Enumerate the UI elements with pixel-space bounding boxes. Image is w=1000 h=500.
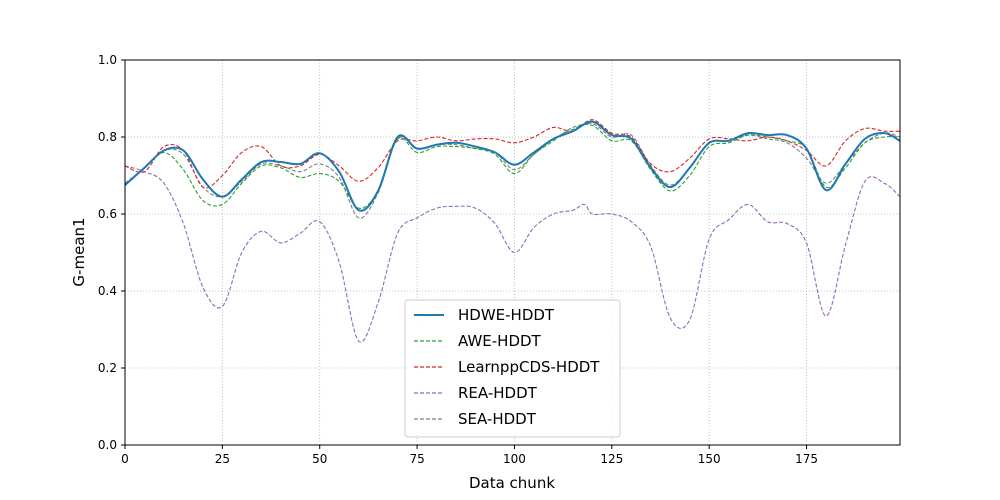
y-tick-label: 0.4 [98,284,117,298]
x-tick-label: 100 [503,452,526,466]
y-tick-label: 1.0 [98,53,117,67]
x-tick-label: 125 [600,452,623,466]
series-line-hdwe-hddt [124,120,901,212]
series-layer [124,119,901,343]
legend-label-learnppcds-hddt: LearnppCDS-HDDT [458,358,600,376]
legend-box [404,299,621,438]
series-line-sea-hddt [124,122,901,219]
series-line-learnppcds-hddt [124,119,901,189]
x-tick-label: 75 [409,452,424,466]
legend-label-hdwe-hddt: HDWE-HDDT [458,306,555,324]
legend-label-rea-hddt: REA-HDDT [458,384,538,402]
x-tick-label: 25 [215,452,230,466]
x-tick-label: 0 [121,452,129,466]
y-tick-label: 0.2 [98,361,117,375]
y-tick-label: 0.8 [98,130,117,144]
x-tick-label: 175 [795,452,818,466]
legend: HDWE-HDDT AWE-HDDT LearnppCDS-HDDT REA-HDDT… [404,299,621,438]
y-tick-label: 0.6 [98,207,117,221]
x-tick-label: 50 [312,452,327,466]
legend-label-awe-hddt: AWE-HDDT [458,332,542,350]
x-tick-label: 150 [698,452,721,466]
y-axis-label: G-mean1 [70,217,88,286]
y-tick-label: 0.0 [98,438,117,452]
plot-frame [124,59,901,446]
series-line-rea-hddt [124,165,901,343]
series-line-awe-hddt [124,123,901,209]
x-axis-label: Data chunk [469,474,555,492]
axis-ticks: 0 25 50 75 100 125 150 175 0.0 0.2 0.4 0.6 0.8 1.0 [98,53,818,466]
legend-label-sea-hddt: SEA-HDDT [458,410,537,428]
